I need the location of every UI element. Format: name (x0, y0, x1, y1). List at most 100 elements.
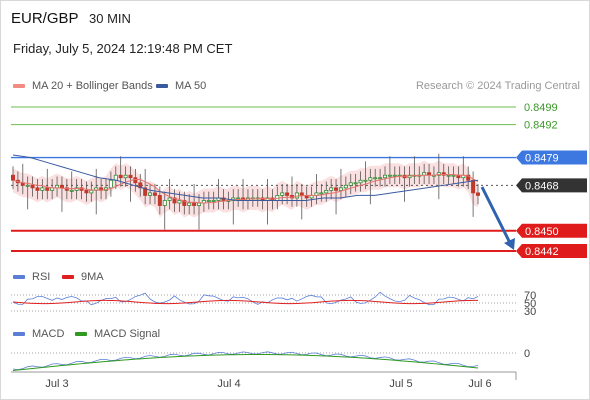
candle-body (280, 192, 285, 196)
candle-body (74, 187, 79, 191)
candle (211, 191, 216, 210)
candle-body (45, 187, 50, 191)
candle-body (192, 202, 197, 206)
candle-body (348, 182, 353, 186)
candle-body (138, 182, 143, 189)
candle-body (446, 174, 451, 177)
legend-swatch-icon (75, 332, 87, 337)
candle-body (162, 200, 167, 206)
candle (451, 166, 456, 185)
candle (353, 173, 358, 192)
rsi-9ma-line (12, 299, 479, 305)
candle (30, 176, 35, 197)
candle-body (363, 179, 368, 182)
level-label-0.8442: 0.8442 (525, 246, 559, 258)
candle (446, 166, 451, 185)
candle-body (40, 187, 45, 191)
candle (475, 184, 480, 205)
candle (64, 179, 69, 200)
legend-label: MA 20 + Bollinger Bands (32, 80, 153, 92)
candle-body (123, 174, 128, 179)
rsi-level-label: 30 (524, 306, 536, 318)
level-label-0.8468: 0.8468 (525, 180, 559, 192)
candle-body (35, 187, 40, 191)
candle-body (118, 174, 123, 179)
legend-swatch-icon (156, 84, 168, 89)
candle (441, 163, 446, 185)
symbol-title: EUR/GBP (11, 10, 79, 27)
candle (334, 179, 339, 215)
candle-body (329, 187, 334, 191)
candle-body (373, 177, 378, 180)
level-tag-shape (516, 244, 587, 258)
level-label-0.8492: 0.8492 (524, 120, 558, 132)
level-tag-0.8499: 0.8499 (524, 102, 558, 114)
interval-label[interactable]: 30 MIN (89, 11, 131, 26)
candle (348, 173, 353, 195)
candle (143, 168, 148, 205)
candlesticks (10, 153, 480, 230)
candle-body (382, 174, 387, 179)
level-label-0.8450: 0.8450 (525, 226, 559, 238)
legend-swatch-icon (62, 275, 74, 280)
macd-signal-line (12, 353, 479, 371)
candle-body (211, 200, 216, 202)
candle-body (358, 179, 363, 184)
level-tag-shape (516, 223, 587, 238)
legend-macd-signal: MACD Signal (75, 328, 160, 340)
rsi-level-label: 70 (524, 290, 536, 302)
candle-body (471, 179, 476, 194)
candle-body (338, 187, 343, 191)
x-tick-Jul-5: Jul 5 (389, 378, 412, 390)
moving-averages (12, 154, 479, 204)
macd-panel: 0 (11, 348, 530, 371)
candle-body (378, 177, 383, 180)
candle-body (177, 200, 182, 204)
candle (343, 176, 348, 197)
legend-swatch-icon (13, 275, 25, 280)
level-tag-0.8468: 0.8468 (516, 178, 587, 193)
candle-body (108, 179, 113, 189)
candle-body (182, 200, 187, 206)
candle (382, 166, 387, 187)
candle (45, 168, 50, 200)
level-tag-shape (516, 150, 587, 165)
candle (466, 166, 471, 190)
candle-body (128, 174, 133, 179)
candle-body (10, 174, 15, 181)
price-level-tags: 0.8499 0.8492 0.8479 0.8468 0.8450 0.8442 (516, 102, 587, 258)
candle (368, 168, 373, 205)
price-levels (11, 106, 516, 252)
candle (35, 179, 40, 200)
candle (192, 184, 197, 215)
candle-body (89, 189, 94, 194)
x-tick-Jul-4: Jul 4 (217, 378, 240, 390)
ma50-line (12, 154, 479, 201)
candle-body (392, 174, 397, 177)
candle-body (343, 184, 348, 189)
candle-body (236, 197, 241, 200)
x-tick-Jul-6: Jul 6 (468, 378, 491, 390)
candle (108, 171, 113, 197)
candle-body (187, 202, 192, 206)
candle (84, 181, 89, 202)
legend-swatch-icon (13, 332, 25, 337)
candle-body (143, 187, 148, 196)
candle-body (167, 197, 172, 201)
legend-label: MACD (32, 328, 65, 340)
rsi-level-label: 50 (524, 298, 536, 310)
candle (162, 191, 167, 230)
candle (392, 166, 397, 185)
legend-9ma: 9MA (62, 271, 104, 283)
level-tag-0.8450: 0.8450 (516, 223, 587, 238)
candle-body (334, 187, 339, 191)
legend-swatch-icon (13, 84, 25, 89)
ma20-line (12, 173, 479, 204)
candle (167, 179, 172, 210)
candle (373, 168, 378, 187)
level-tag-shape (516, 178, 587, 193)
candle-body (441, 172, 446, 176)
candle-body (172, 197, 177, 204)
